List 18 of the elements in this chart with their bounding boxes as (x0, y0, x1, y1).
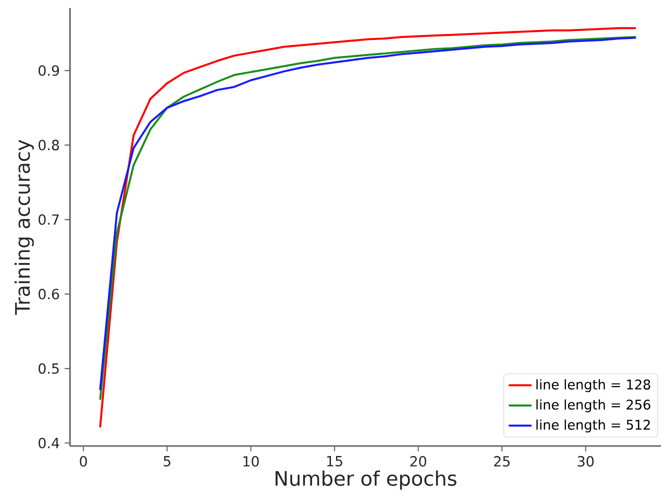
y-tick-label: 0.6 (38, 288, 60, 300)
y-tick-label: 0.8 (38, 140, 59, 150)
x-tick-label: 30 (578, 456, 594, 467)
legend-label: line length = 256 (536, 399, 650, 412)
x-axis-title: Number of epochs (276, 470, 456, 490)
legend-label: line length = 512 (536, 420, 650, 432)
x-tick-label: 15 (327, 456, 342, 466)
legend-label: line length = 128 (536, 379, 650, 392)
x-tick-label: 25 (494, 456, 510, 467)
x-tick-label: 20 (410, 456, 426, 467)
y-tick-label: 0.9 (38, 65, 59, 76)
x-tick-label: 0 (80, 456, 87, 467)
y-tick-label: 0.7 (38, 214, 59, 225)
y-tick-label: 0.5 (38, 363, 59, 374)
y-axis-title: Training accuracy (14, 140, 34, 315)
x-tick-label: 5 (164, 456, 170, 466)
x-tick-label: 10 (243, 456, 259, 467)
y-tick-label: 0.4 (38, 438, 60, 448)
